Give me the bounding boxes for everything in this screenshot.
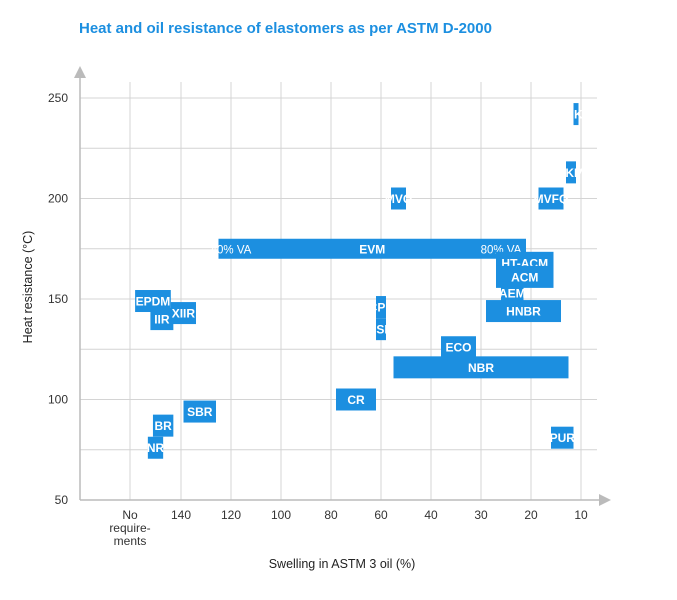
material-nr: NR	[147, 436, 165, 459]
material-label: CSM	[368, 323, 395, 337]
chart-title: Heat and oil resistance of elastomers as…	[79, 20, 492, 37]
x-tick-label: 20	[524, 508, 538, 522]
material-label: ACM	[511, 270, 538, 284]
material-box	[150, 308, 174, 331]
material-label: AEM	[499, 286, 526, 300]
material-epdm: EPDM	[135, 290, 171, 313]
material-label: MVQ	[385, 192, 412, 206]
material-box	[147, 436, 164, 459]
material-box	[152, 414, 174, 437]
band-annotation: 40% VA	[211, 244, 252, 256]
material-label: NR	[147, 441, 165, 455]
x-tick-label: No	[122, 508, 138, 522]
material-label: ECO	[445, 341, 471, 355]
y-tick-label: 50	[55, 493, 69, 507]
y-tick-label: 100	[48, 393, 68, 407]
material-eco: ECO	[441, 336, 476, 359]
material-box	[441, 336, 476, 359]
material-box	[566, 161, 576, 184]
material-cr: CR	[336, 388, 376, 411]
material-box	[551, 426, 574, 449]
x-tick-label: 100	[271, 508, 291, 522]
material-label: NBR	[468, 361, 494, 375]
material-mvq: MVQ	[385, 187, 412, 210]
material-box	[486, 300, 561, 323]
material-iir: IIR	[150, 308, 174, 331]
x-tick-label: 140	[171, 508, 191, 522]
x-axis-label: Swelling in ASTM 3 oil (%)	[269, 557, 416, 571]
material-box	[170, 302, 196, 325]
material-cpe: CPE	[369, 296, 394, 319]
material-hnbr: HNBR	[486, 300, 561, 323]
material-aem: AEM	[499, 281, 526, 304]
y-tick-label: 250	[48, 91, 68, 105]
material-box	[135, 290, 171, 313]
material-label: FFKM	[559, 108, 592, 122]
material-label: BR	[154, 419, 172, 433]
material-label: SBR	[187, 405, 213, 419]
material-box	[336, 388, 376, 411]
material-csm: CSM	[368, 318, 395, 341]
material-box	[376, 318, 386, 341]
x-tick-label: 60	[374, 508, 388, 522]
material-label: HNBR	[506, 305, 541, 319]
x-tick-label: 30	[474, 508, 488, 522]
material-fkm: FKM	[558, 161, 584, 184]
material-box	[391, 187, 406, 210]
material-xiir: XIIR	[170, 302, 196, 325]
axes	[74, 66, 611, 506]
material-label: FKM	[558, 166, 584, 180]
material-nbr: NBR	[393, 356, 569, 379]
material-sbr: SBR	[183, 400, 216, 423]
material-label: CPE	[369, 301, 394, 315]
material-label: MVFQ	[534, 192, 569, 206]
x-tick-label: 80	[324, 508, 338, 522]
x-tick-label: 40	[424, 508, 438, 522]
y-tick-label: 150	[48, 292, 68, 306]
material-label: XIIR	[172, 307, 196, 321]
y-axis-label: Heat resistance (°C)	[21, 231, 35, 344]
material-pur: PUR	[550, 426, 576, 449]
material-box	[573, 103, 579, 126]
material-label: IIR	[154, 313, 170, 327]
material-box	[538, 187, 564, 210]
material-box	[183, 400, 216, 423]
material-mvfq: MVFQ	[534, 187, 569, 210]
material-label: EVM	[359, 242, 385, 256]
material-box	[393, 356, 569, 379]
x-tick-label-part: ments	[114, 534, 147, 548]
material-label: CR	[347, 393, 365, 407]
x-tick-label: 120	[221, 508, 241, 522]
material-box	[376, 296, 386, 319]
x-tick-label-part: require-	[109, 521, 150, 535]
material-ffkm: FFKM	[559, 103, 593, 126]
y-tick-label: 200	[48, 192, 68, 206]
material-label: PUR	[550, 431, 576, 445]
material-label: EPDM	[136, 295, 171, 309]
material-box	[501, 281, 524, 304]
material-br: BR	[152, 414, 174, 437]
material-box	[218, 238, 526, 259]
x-tick-label: 10	[574, 508, 588, 522]
